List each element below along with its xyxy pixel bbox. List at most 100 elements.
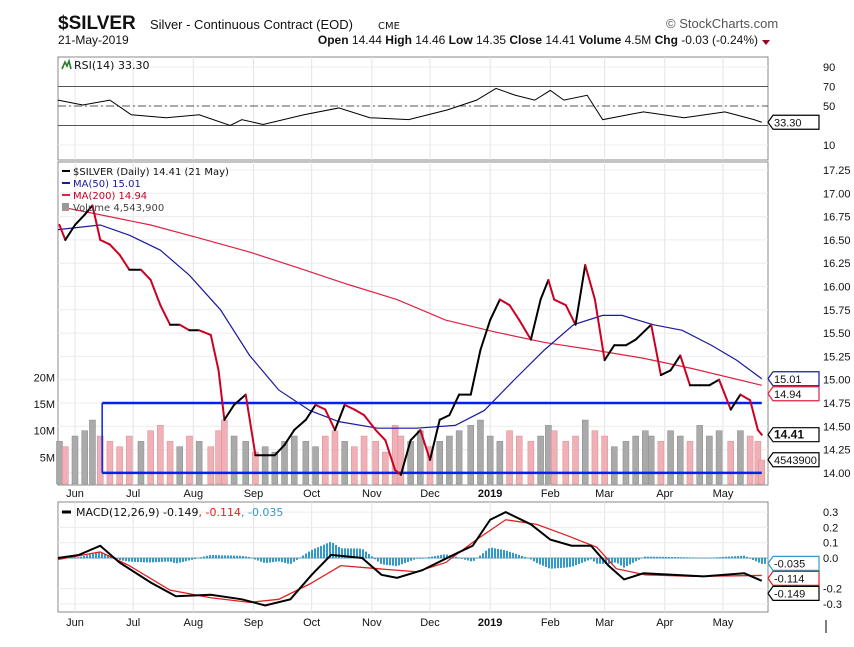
price-tick-label: 16.75: [823, 212, 851, 224]
price-tick-label: 14.75: [823, 398, 851, 410]
volume-bar: [446, 435, 453, 485]
macd-histogram-bar: [107, 554, 109, 559]
price-line-segment: [659, 369, 672, 377]
macd-histogram-bar: [578, 558, 580, 565]
macd-histogram-bar: [203, 556, 205, 559]
macd-histogram-bar: [266, 558, 268, 563]
macd-histogram-bar: [356, 548, 358, 559]
volume-bar: [455, 430, 463, 485]
macd-histogram-bar: [659, 556, 661, 559]
macd-histogram-bar: [512, 552, 514, 559]
volume-bar: [647, 435, 655, 485]
price-line-segment: [333, 403, 346, 432]
macd-tick-label: -0.3: [823, 599, 842, 611]
volume-bar: [686, 441, 694, 485]
macd-histogram-bar: [344, 548, 346, 559]
macd-histogram-bar: [386, 558, 388, 565]
rsi-legend: RSI(14) 33.30: [61, 58, 149, 72]
macd-histogram-bar: [443, 554, 445, 559]
macd-histogram-bar: [257, 558, 259, 561]
macd-histogram-bar: [179, 558, 181, 563]
volume-bar: [106, 441, 114, 485]
macd-histogram-bar: [686, 557, 688, 559]
price-line-segment: [293, 418, 307, 432]
macd-histogram-bar: [362, 549, 364, 559]
volume-bar: [496, 441, 504, 485]
macd-histogram-bar: [350, 548, 352, 559]
macd-histogram-bar: [728, 556, 730, 559]
price-tick-label: 14.00: [823, 468, 851, 480]
ma50-value-tag: 15.01: [774, 374, 802, 386]
macd-histogram-bar: [353, 548, 355, 559]
macd-histogram-bar: [374, 558, 376, 560]
price-tick-label: 16.25: [823, 258, 851, 270]
macd-histogram-bar: [236, 555, 238, 559]
macd-histogram-bar: [620, 558, 622, 566]
macd-histogram-bar: [188, 558, 190, 561]
price-line-segment: [584, 264, 596, 301]
volume-bar: [271, 451, 279, 485]
macd-histogram-bar: [227, 555, 229, 559]
macd-histogram-bar: [626, 558, 628, 567]
macd-histogram-bar: [758, 558, 760, 563]
price-tick-label: 17.25: [823, 165, 851, 177]
macd-value-tag-box: [767, 585, 820, 601]
volume-bar: [302, 441, 310, 485]
macd-histogram-bar: [701, 558, 703, 559]
x-tick-label: Apr: [656, 488, 673, 500]
rsi-value-tag-box: [767, 114, 820, 130]
x-tick-label: Dec: [420, 488, 440, 500]
price-line-segment: [564, 304, 577, 326]
volume-tick-label: 15M: [34, 399, 55, 411]
ma200-legend-text: MA(200) 14.94: [73, 191, 147, 202]
high-value: 14.46: [415, 33, 445, 47]
price-line-segment: [553, 298, 567, 307]
macd-histogram-bar: [746, 556, 748, 559]
macd-histogram-bar: [752, 558, 754, 560]
macd-histogram-bar: [476, 558, 478, 559]
volume-bar: [372, 441, 379, 485]
volume-bar: [126, 435, 133, 485]
price-line-segment: [223, 403, 236, 421]
macd-histogram-bar: [251, 557, 253, 559]
x-tick-label: Sep: [244, 617, 264, 629]
volume-bar: [581, 419, 589, 485]
volume-bar: [601, 435, 608, 485]
x-tick-label: Mar: [595, 488, 614, 500]
macd-histogram-bar: [545, 558, 547, 567]
chg-label: Chg: [655, 33, 678, 47]
ma200-line: [67, 207, 762, 386]
volume-bar: [62, 446, 69, 485]
x-tick-label: Aug: [184, 488, 204, 500]
volume-bar: [737, 430, 744, 485]
copyright: © StockCharts.com: [666, 16, 778, 31]
volume-bar: [166, 441, 174, 485]
price-line-segment: [469, 348, 482, 396]
volume-bar: [56, 441, 63, 485]
macd-histogram-bar: [629, 558, 631, 565]
macd-histogram-bar: [479, 555, 481, 559]
volume-bar: [351, 446, 358, 485]
macd-histogram-bar: [593, 558, 595, 562]
volume-tick-label: 20M: [34, 372, 55, 384]
macd-histogram-bar: [521, 555, 523, 559]
macd-histogram-bar: [674, 557, 676, 559]
price-line-segment: [64, 223, 76, 241]
macd-histogram-bar: [365, 551, 367, 559]
signal-value-tag-box: [767, 570, 820, 586]
macd-histogram-bar: [695, 557, 697, 559]
volume-bar: [242, 441, 249, 485]
macd-histogram-bar: [167, 558, 169, 562]
price-line-segment: [244, 393, 257, 457]
macd-histogram-bar: [641, 557, 643, 559]
macd-histogram-bar: [755, 558, 757, 562]
price-line-segment: [438, 414, 451, 421]
volume-bar: [591, 430, 599, 485]
price-line-segment: [644, 323, 653, 332]
x-tick-label: Aug: [184, 617, 204, 629]
macd-histogram-bar: [719, 557, 721, 559]
low-value: 14.35: [476, 33, 506, 47]
macd-histogram-bar: [665, 556, 667, 559]
macd-histogram-bar: [155, 558, 157, 563]
price-line-segment: [429, 418, 441, 461]
